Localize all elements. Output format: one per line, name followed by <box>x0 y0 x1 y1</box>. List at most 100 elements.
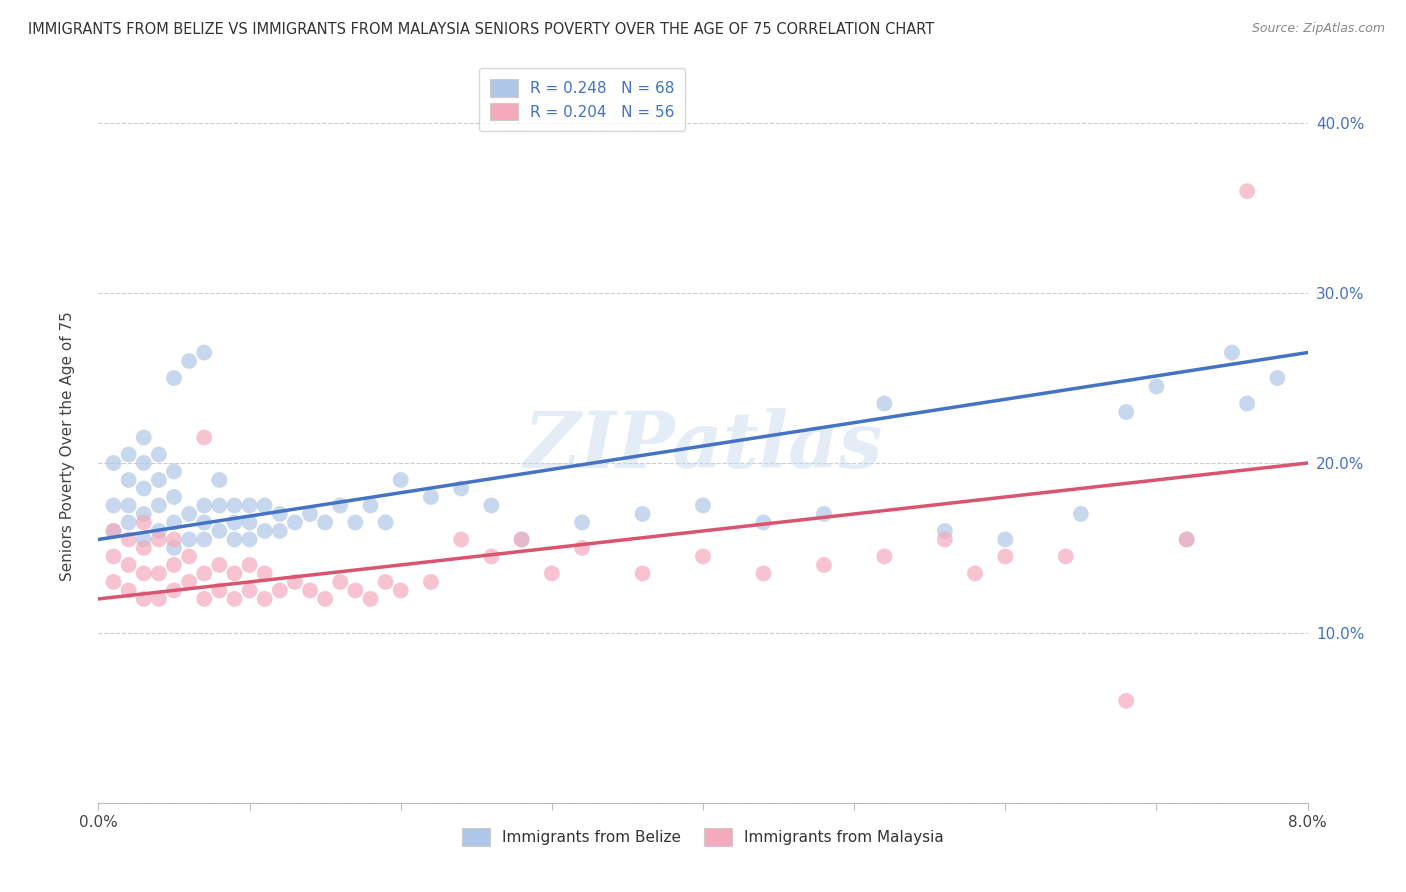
Point <box>239 516 262 530</box>
Point <box>284 516 307 530</box>
Point <box>193 591 215 606</box>
Point <box>934 524 956 538</box>
Point <box>118 473 141 487</box>
Point <box>1146 379 1168 393</box>
Point <box>208 558 231 572</box>
Point <box>253 566 276 581</box>
Point <box>118 558 141 572</box>
Point <box>1220 345 1243 359</box>
Point <box>208 583 231 598</box>
Text: ZIPatlas: ZIPatlas <box>523 408 883 484</box>
Point <box>329 499 352 513</box>
Point <box>163 533 186 547</box>
Point <box>179 533 201 547</box>
Y-axis label: Seniors Poverty Over the Age of 75: Seniors Poverty Over the Age of 75 <box>60 311 75 581</box>
Point <box>148 499 170 513</box>
Point <box>132 456 155 470</box>
Point <box>481 499 503 513</box>
Point <box>752 566 775 581</box>
Point <box>299 507 322 521</box>
Point <box>389 473 412 487</box>
Point <box>179 354 201 368</box>
Point <box>148 473 170 487</box>
Point <box>389 583 412 598</box>
Point <box>314 516 336 530</box>
Point <box>540 566 562 581</box>
Text: Source: ZipAtlas.com: Source: ZipAtlas.com <box>1251 22 1385 36</box>
Point <box>118 516 141 530</box>
Point <box>148 524 170 538</box>
Point <box>510 533 533 547</box>
Point <box>224 516 246 530</box>
Point <box>1236 396 1258 410</box>
Point <box>132 430 155 444</box>
Point <box>118 499 141 513</box>
Point <box>1054 549 1077 564</box>
Point <box>450 482 472 496</box>
Point <box>103 574 125 589</box>
Legend: Immigrants from Belize, Immigrants from Malaysia: Immigrants from Belize, Immigrants from … <box>457 822 949 852</box>
Point <box>344 583 367 598</box>
Point <box>994 549 1017 564</box>
Point <box>1115 694 1137 708</box>
Point <box>360 591 382 606</box>
Point <box>103 524 125 538</box>
Point <box>450 533 472 547</box>
Point <box>118 448 141 462</box>
Point <box>965 566 987 581</box>
Point <box>179 574 201 589</box>
Point <box>239 533 262 547</box>
Point <box>103 499 125 513</box>
Point <box>103 456 125 470</box>
Point <box>253 499 276 513</box>
Point <box>1175 533 1198 547</box>
Point <box>934 533 956 547</box>
Text: IMMIGRANTS FROM BELIZE VS IMMIGRANTS FROM MALAYSIA SENIORS POVERTY OVER THE AGE : IMMIGRANTS FROM BELIZE VS IMMIGRANTS FRO… <box>28 22 935 37</box>
Point <box>163 371 186 385</box>
Point <box>631 507 654 521</box>
Point <box>224 499 246 513</box>
Point <box>208 473 231 487</box>
Point <box>873 549 896 564</box>
Point <box>374 516 396 530</box>
Point <box>179 507 201 521</box>
Point <box>374 574 396 589</box>
Point <box>571 516 593 530</box>
Point <box>1236 184 1258 198</box>
Point <box>269 524 291 538</box>
Point <box>510 533 533 547</box>
Point <box>132 507 155 521</box>
Point <box>179 549 201 564</box>
Point <box>224 566 246 581</box>
Point <box>193 533 215 547</box>
Point <box>420 490 443 504</box>
Point <box>224 533 246 547</box>
Point <box>344 516 367 530</box>
Point <box>148 566 170 581</box>
Point <box>631 566 654 581</box>
Point <box>224 591 246 606</box>
Point <box>253 591 276 606</box>
Point <box>239 583 262 598</box>
Point <box>132 482 155 496</box>
Point <box>481 549 503 564</box>
Point <box>239 499 262 513</box>
Point <box>269 583 291 598</box>
Point <box>193 516 215 530</box>
Point <box>132 533 155 547</box>
Point <box>132 541 155 555</box>
Point <box>284 574 307 589</box>
Point <box>193 430 215 444</box>
Point <box>420 574 443 589</box>
Point <box>299 583 322 598</box>
Point <box>148 591 170 606</box>
Point <box>193 499 215 513</box>
Point <box>692 549 714 564</box>
Point <box>163 558 186 572</box>
Point <box>752 516 775 530</box>
Point <box>148 448 170 462</box>
Point <box>118 533 141 547</box>
Point <box>103 524 125 538</box>
Point <box>103 549 125 564</box>
Point <box>329 574 352 589</box>
